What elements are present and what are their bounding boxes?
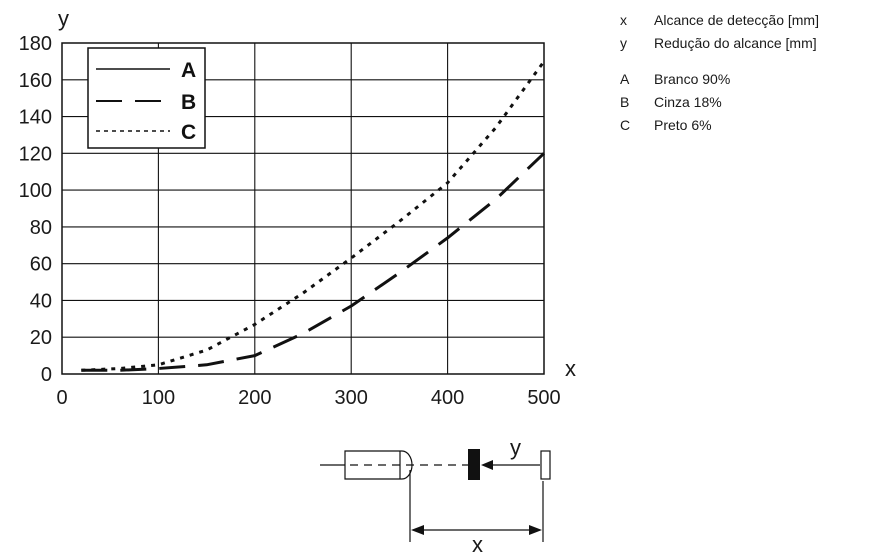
side-legend-text: Alcance de detecção [mm] <box>654 11 819 28</box>
side-legend-key: A <box>620 70 630 87</box>
diagram-x-label: x <box>472 532 483 554</box>
legend-label-a: A <box>181 59 196 82</box>
x-tick-label: 200 <box>238 387 271 409</box>
y-tick-label: 100 <box>19 180 52 202</box>
x-tick-label: 0 <box>56 387 67 409</box>
y-tick-label: 0 <box>41 364 52 386</box>
x-tick-label: 400 <box>431 387 464 409</box>
y-arrowhead-icon <box>481 460 493 470</box>
series-lines <box>81 60 546 372</box>
y-tick-label: 20 <box>30 327 52 349</box>
side-legend-text: Preto 6% <box>654 116 712 133</box>
legend-label-b: B <box>181 91 196 114</box>
y-tick-label: 140 <box>19 107 52 129</box>
plot-frame <box>61 42 545 375</box>
side-legend-key: x <box>620 11 627 28</box>
side-legend-key: y <box>620 34 627 51</box>
side-legend-text: Cinza 18% <box>654 93 722 110</box>
x-arrowhead-right-icon <box>529 525 542 535</box>
x-tick-label: 300 <box>335 387 368 409</box>
y-axis-letter: y <box>58 6 69 31</box>
side-legend-series-a: A Branco 90% <box>620 67 875 90</box>
x-tick-label: 500 <box>527 387 560 409</box>
y-tick-label: 160 <box>19 70 52 92</box>
diagram-y-label: y <box>510 435 521 460</box>
legend-label-c: C <box>181 121 196 144</box>
sensor-diagram: y x <box>320 435 551 554</box>
x-axis-letter: x <box>565 356 576 381</box>
y-tick-label: 40 <box>30 290 52 312</box>
side-legend-axis-x: x Alcance de detecção [mm] <box>620 8 875 31</box>
target-black-block-icon <box>468 449 480 480</box>
side-legend-series-c: C Preto 6% <box>620 113 875 136</box>
y-tick-label: 180 <box>19 33 52 55</box>
side-legend: x Alcance de detecção [mm] y Redução do … <box>620 8 875 136</box>
side-legend-series-b: B Cinza 18% <box>620 90 875 113</box>
y-tick-label: 120 <box>19 143 52 165</box>
x-arrowhead-left-icon <box>411 525 424 535</box>
side-legend-key: B <box>620 93 630 110</box>
series-line-b <box>81 152 546 372</box>
y-tick-label: 60 <box>30 254 52 276</box>
legend: A B C <box>87 47 206 149</box>
side-legend-key: C <box>620 116 631 133</box>
side-legend-axis-y: y Redução do alcance [mm] <box>620 31 875 54</box>
tick-labels: 0 100 200 300 400 500 0 20 40 60 80 100 120 140 160 180 <box>19 33 561 409</box>
y-tick-label: 80 <box>30 217 52 239</box>
side-legend-text: Branco 90% <box>654 70 731 87</box>
side-legend-text: Redução do alcance [mm] <box>654 34 817 51</box>
x-tick-label: 100 <box>142 387 175 409</box>
reference-target-icon <box>540 450 551 480</box>
